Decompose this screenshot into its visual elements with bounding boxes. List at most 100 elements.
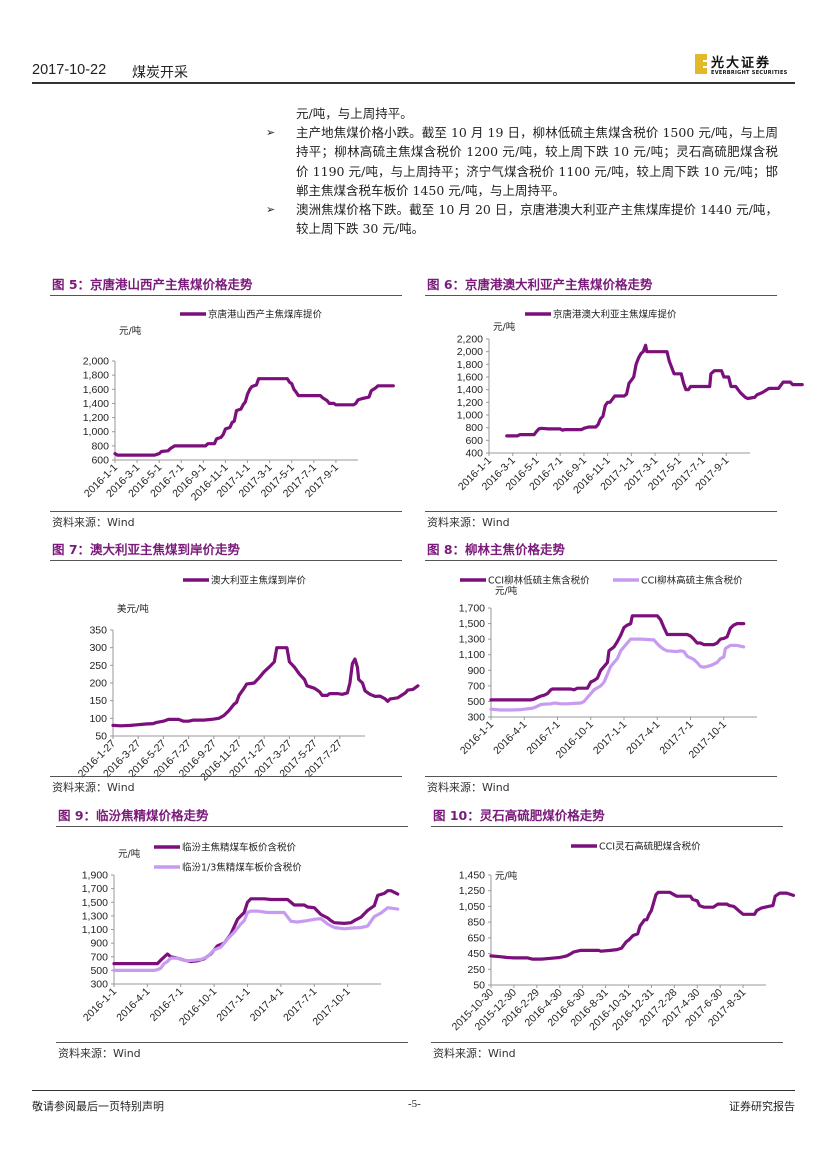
figure-10: 图 10：灵石高硫肥煤价格走势 50 250 450 650 850 1,050 1,250… xyxy=(421,805,796,1063)
y-tick-label: 600 xyxy=(91,455,109,467)
x-tick-label: 2017-4-1 xyxy=(624,719,662,757)
y-tick-label: 1,100 xyxy=(82,924,108,936)
y-tick-label: 700 xyxy=(90,951,108,963)
source-note: 资料来源：Wind xyxy=(52,516,135,529)
y-tick-label: 1,200 xyxy=(83,412,109,424)
bullet-text: 澳洲焦煤价格下跌。截至 10 月 20 日，京唐港澳大利亚产主焦煤库提价 144… xyxy=(296,202,778,237)
y-tick-label: 700 xyxy=(467,680,485,692)
figure-top-rule xyxy=(425,295,777,296)
paragraph-continued: 元/吨，与上周持平。 xyxy=(296,106,413,121)
figure-bottom-rule xyxy=(56,1042,408,1043)
y-tick-label: 1,800 xyxy=(457,359,483,371)
disclaimer-note: 敬请参阅最后一页特别声明 xyxy=(32,1100,164,1113)
figure-title: 图 10：灵石高硫肥煤价格走势 xyxy=(433,808,605,823)
logo-en: EVERBRIGHT SECURITIES xyxy=(711,70,788,76)
y-tick-label: 1,700 xyxy=(82,883,108,895)
figure-title: 图 6：京唐港澳大利亚产主焦煤价格走势 xyxy=(427,277,653,292)
logo-mark-icon xyxy=(695,54,707,74)
unit-label: 元/吨 xyxy=(495,585,518,597)
source-note: 资料来源：Wind xyxy=(427,516,510,529)
y-tick-label: 500 xyxy=(90,965,108,977)
series-line xyxy=(489,890,796,961)
y-tick-label: 1,000 xyxy=(83,426,109,438)
figure-bottom-rule xyxy=(50,511,402,512)
y-tick-label: 800 xyxy=(465,422,483,434)
y-tick-label: 1,450 xyxy=(459,870,485,882)
x-tick-label: 2016-4-1 xyxy=(491,719,529,757)
page-number: -5- xyxy=(408,1098,421,1110)
y-tick-label: 800 xyxy=(91,440,109,452)
y-tick-label: 300 xyxy=(89,642,107,654)
unit-label: 元/吨 xyxy=(495,870,518,882)
bullet-paragraph: ➢ 澳洲焦煤价格下跌。截至 10 月 20 日，京唐港澳大利亚产主焦煤库提价 1… xyxy=(266,200,778,238)
y-tick-label: 350 xyxy=(89,625,107,637)
bullet-paragraph: ➢ 主产地焦煤价格小跌。截至 10 月 19 日，柳林低硫主焦煤含税价 1500… xyxy=(266,123,778,200)
report-type: 证券研究报告 xyxy=(729,1100,795,1113)
x-tick-label: 2016-1-1 xyxy=(81,986,119,1024)
figure-title: 图 7：澳大利亚主焦煤到岸价走势 xyxy=(52,542,241,557)
legend-label: 临汾1/3焦精煤车板价含税价 xyxy=(182,862,302,874)
figure-8: 图 8：柳林主焦价格走势 300 500 700 900 1,100 1,300 1,500… xyxy=(415,539,785,797)
y-tick-label: 850 xyxy=(467,917,485,929)
y-tick-label: 1,500 xyxy=(82,897,108,909)
footer-divider xyxy=(32,1090,795,1091)
y-tick-label: 1,500 xyxy=(459,618,485,630)
figure-bottom-rule xyxy=(431,1042,783,1043)
y-tick-label: 1,900 xyxy=(82,870,108,882)
source-note: 资料来源：Wind xyxy=(427,781,510,794)
figure-top-rule xyxy=(50,295,402,296)
figure-title: 图 5：京唐港山西产主焦煤价格走势 xyxy=(52,277,253,292)
figure-7: 图 7：澳大利亚主焦煤到岸价走势 50 100 150 200 250 300 350 201… xyxy=(40,539,420,797)
chart-fig7: 501001502002503003502016-1-272016-3-2720… xyxy=(76,575,420,784)
figure-6: 图 6：京唐港澳大利亚产主焦煤价格走势 400 600 800 1,000 1,200 1… xyxy=(415,274,804,532)
source-note: 资料来源：Wind xyxy=(433,1047,516,1060)
y-tick-label: 1,700 xyxy=(459,603,485,615)
y-tick-label: 1,000 xyxy=(457,410,483,422)
figure-9: 图 9：临汾焦精煤价格走势 300 500 700 900 1,100 1,300 1,50… xyxy=(46,805,416,1063)
y-tick-label: 1,400 xyxy=(457,384,483,396)
y-tick-label: 200 xyxy=(89,678,107,690)
chart-fig6: 4006008001,0001,2001,4001,6001,8002,0002… xyxy=(456,309,804,496)
logo-cn: 光大证券 xyxy=(711,56,772,71)
y-tick-label: 300 xyxy=(90,979,108,991)
y-tick-label: 450 xyxy=(467,948,485,960)
unit-label: 元/吨 xyxy=(119,325,142,337)
body-text: 元/吨，与上周持平。 ➢ 主产地焦煤价格小跌。截至 10 月 19 日，柳林低硫… xyxy=(266,104,778,238)
y-tick-label: 2,200 xyxy=(457,334,483,346)
x-tick-label: 2017-4-1 xyxy=(248,986,286,1024)
series-line xyxy=(113,377,395,457)
series-line xyxy=(489,637,746,712)
figure-top-rule xyxy=(56,826,408,827)
y-tick-label: 50 xyxy=(95,731,107,743)
unit-label: 美元/吨 xyxy=(117,603,149,615)
x-tick-label: 2016-1-1 xyxy=(458,719,496,757)
y-tick-label: 1,050 xyxy=(459,901,485,913)
figure-bottom-rule xyxy=(425,776,777,777)
figure-top-rule xyxy=(431,826,783,827)
source-note: 资料来源：Wind xyxy=(52,781,135,794)
legend-label: 澳大利亚主焦煤到岸价 xyxy=(211,575,307,587)
bullet-arrow-icon: ➢ xyxy=(266,126,276,140)
x-tick-label: 2017-1-1 xyxy=(591,719,629,757)
series-line xyxy=(489,614,746,702)
legend-label: 京唐港山西产主焦煤库提价 xyxy=(208,309,323,321)
unit-label: 元/吨 xyxy=(493,321,516,333)
y-tick-label: 100 xyxy=(89,713,107,725)
source-note: 资料来源：Wind xyxy=(58,1047,141,1060)
company-logo: 光大证券 EVERBRIGHT SECURITIES xyxy=(695,50,795,80)
series-line xyxy=(111,646,420,728)
y-tick-label: 900 xyxy=(467,665,485,677)
y-tick-label: 1,200 xyxy=(457,397,483,409)
y-tick-label: 300 xyxy=(467,712,485,724)
y-tick-label: 900 xyxy=(90,938,108,950)
y-tick-label: 1,100 xyxy=(459,649,485,661)
report-section: 煤炭开采 xyxy=(132,65,188,81)
header-divider xyxy=(32,82,795,84)
y-tick-label: 400 xyxy=(465,448,483,460)
figure-title: 图 8：柳林主焦价格走势 xyxy=(427,542,566,557)
page-footer: 敬请参阅最后一页特别声明 -5- 证券研究报告 xyxy=(32,1090,795,1120)
y-tick-label: 250 xyxy=(89,660,107,672)
figure-bottom-rule xyxy=(425,511,777,512)
legend-label: 京唐港澳大利亚主焦煤库提价 xyxy=(553,309,677,321)
